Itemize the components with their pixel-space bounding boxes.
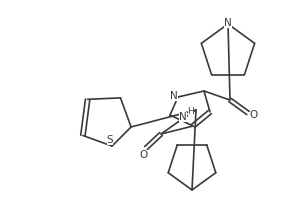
Text: H: H [188, 106, 194, 116]
Text: N: N [224, 18, 232, 28]
Text: N: N [170, 91, 178, 101]
Text: O: O [250, 110, 258, 120]
Text: O: O [140, 150, 148, 160]
Text: N: N [179, 112, 187, 122]
Text: S: S [107, 135, 113, 145]
